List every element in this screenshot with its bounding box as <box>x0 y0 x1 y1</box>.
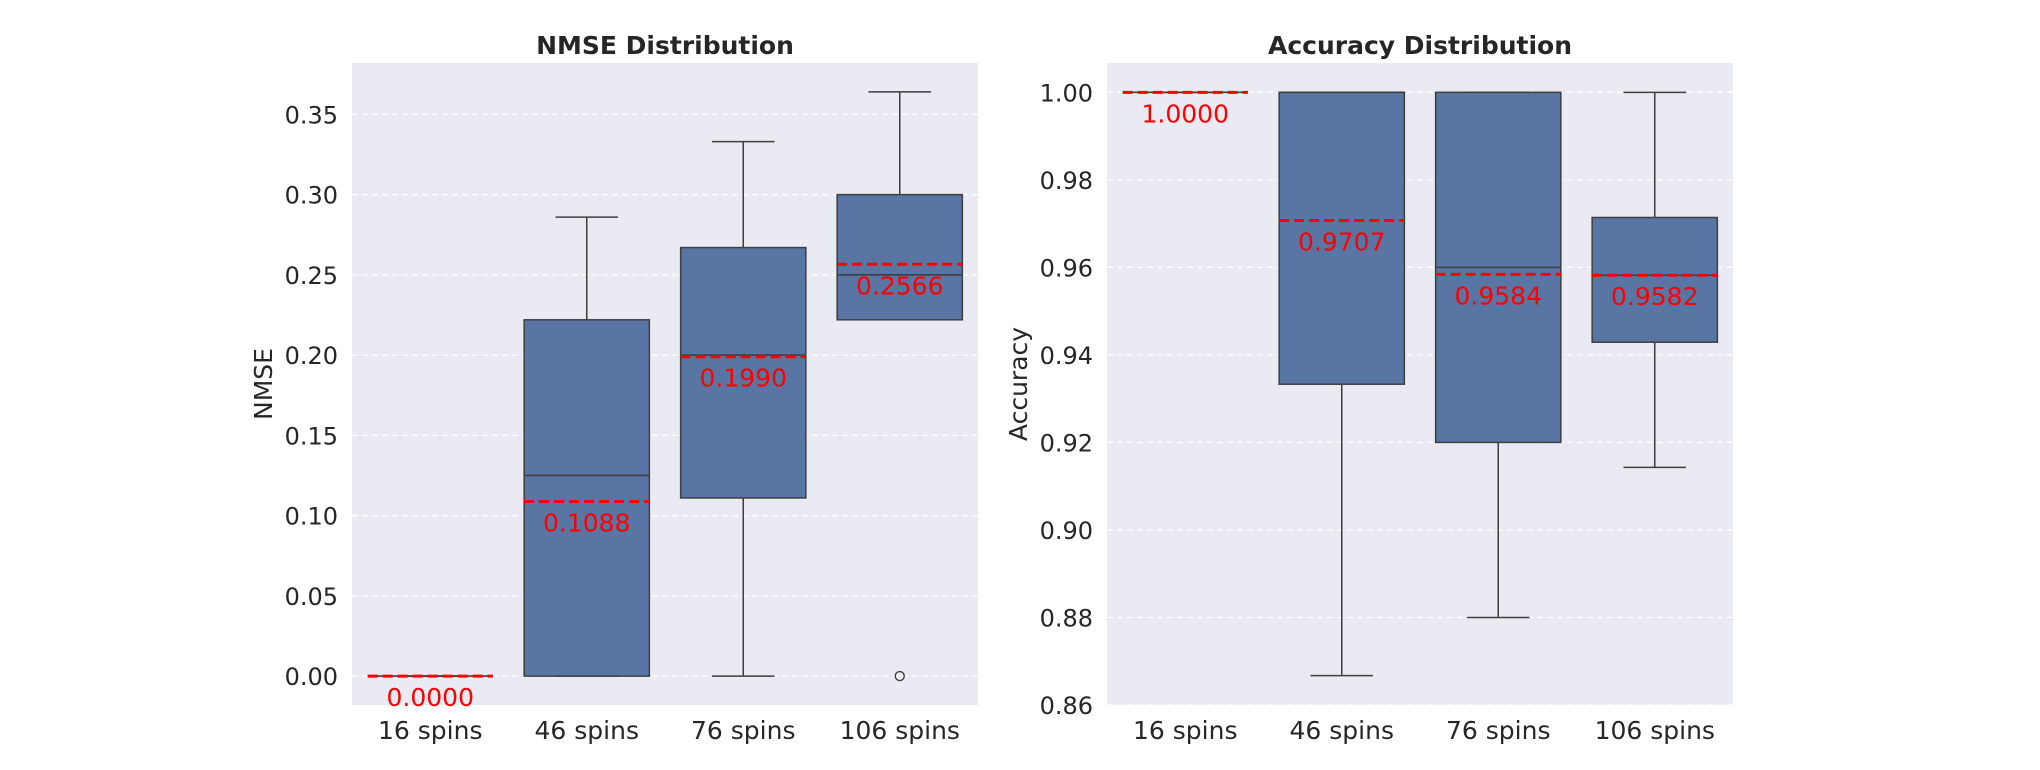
interquartile-box <box>1278 91 1406 385</box>
nmse-plot-area <box>352 63 978 705</box>
y-tick-label: 0.00 <box>285 663 338 691</box>
interquartile-box <box>679 246 807 499</box>
mean-value-label: 0.9582 <box>1611 282 1698 311</box>
box-plot-4: 0.9582 <box>1591 91 1719 469</box>
y-tick-label: 0.35 <box>285 101 338 129</box>
y-tick-label: 0.96 <box>1040 254 1093 282</box>
x-tick-label: 46 spins <box>535 716 639 745</box>
x-tick-label: 106 spins <box>1595 716 1715 745</box>
interquartile-box <box>1591 216 1719 343</box>
box-plot-3: 0.9584 <box>1434 91 1562 619</box>
y-tick-label: 0.92 <box>1040 429 1093 457</box>
y-tick-label: 0.88 <box>1040 604 1093 632</box>
x-tick-label: 46 spins <box>1290 716 1394 745</box>
interquartile-box <box>836 193 964 321</box>
mean-value-label: 0.1990 <box>700 364 787 393</box>
x-tick-label: 106 spins <box>840 716 960 745</box>
y-tick-label: 0.90 <box>1040 517 1093 545</box>
accuracy-chart: 1.0000 0.9707 0.9584 0.9582 0.86 0.88 0.90 0.9… <box>1004 31 1733 745</box>
box-plot-2: 0.9707 <box>1278 91 1406 677</box>
nmse-y-ticks: 0.00 0.05 0.10 0.15 0.20 0.25 0.30 0.35 <box>285 101 338 691</box>
y-tick-label: 0.15 <box>285 422 338 450</box>
mean-value-label: 0.0000 <box>387 683 474 712</box>
x-tick-label: 76 spins <box>691 716 795 745</box>
nmse-boxes: 0.0000 0.1088 0.1990 0.2566 <box>367 91 964 712</box>
nmse-y-axis-label: NMSE <box>249 348 278 420</box>
y-tick-label: 0.94 <box>1040 342 1093 370</box>
box-plot-2: 0.1088 <box>523 216 651 677</box>
outlier-point <box>894 670 905 682</box>
accuracy-chart-title: Accuracy Distribution <box>1268 31 1572 60</box>
nmse-chart: 0.0000 0.1088 0.1990 0.2566 0.00 0.05 0.10 0.1… <box>249 31 978 745</box>
x-tick-label: 16 spins <box>378 716 482 745</box>
mean-value-label: 0.2566 <box>856 271 943 300</box>
y-tick-label: 0.98 <box>1040 167 1093 195</box>
y-tick-label: 0.10 <box>285 503 338 531</box>
mean-value-label: 0.9707 <box>1298 228 1385 257</box>
y-tick-label: 0.05 <box>285 583 338 611</box>
y-tick-label: 1.00 <box>1040 79 1093 107</box>
y-tick-label: 0.20 <box>285 342 338 370</box>
y-tick-label: 0.25 <box>285 262 338 290</box>
interquartile-box <box>523 319 651 677</box>
box-plot-3: 0.1990 <box>679 140 807 677</box>
accuracy-y-axis-label: Accuracy <box>1004 327 1033 441</box>
mean-value-label: 1.0000 <box>1142 99 1229 128</box>
x-tick-label: 16 spins <box>1133 716 1237 745</box>
box-plot-1: 0.0000 <box>367 674 493 712</box>
y-tick-label: 0.86 <box>1040 692 1093 720</box>
box-plot-1: 1.0000 <box>1122 90 1248 128</box>
mean-value-label: 0.1088 <box>543 508 630 537</box>
accuracy-y-ticks: 0.86 0.88 0.90 0.92 0.94 0.96 0.98 1.00 <box>1040 79 1093 720</box>
x-tick-label: 76 spins <box>1446 716 1550 745</box>
nmse-chart-title: NMSE Distribution <box>536 31 794 60</box>
mean-value-label: 0.9584 <box>1455 281 1542 310</box>
nmse-x-ticks: 16 spins 46 spins 76 spins 106 spins <box>378 716 960 745</box>
box-plot-4: 0.2566 <box>836 91 964 682</box>
y-tick-label: 0.30 <box>285 182 338 210</box>
accuracy-plot-area <box>1107 63 1733 705</box>
accuracy-boxes: 1.0000 0.9707 0.9584 0.9582 <box>1122 90 1719 677</box>
accuracy-x-ticks: 16 spins 46 spins 76 spins 106 spins <box>1133 716 1715 745</box>
